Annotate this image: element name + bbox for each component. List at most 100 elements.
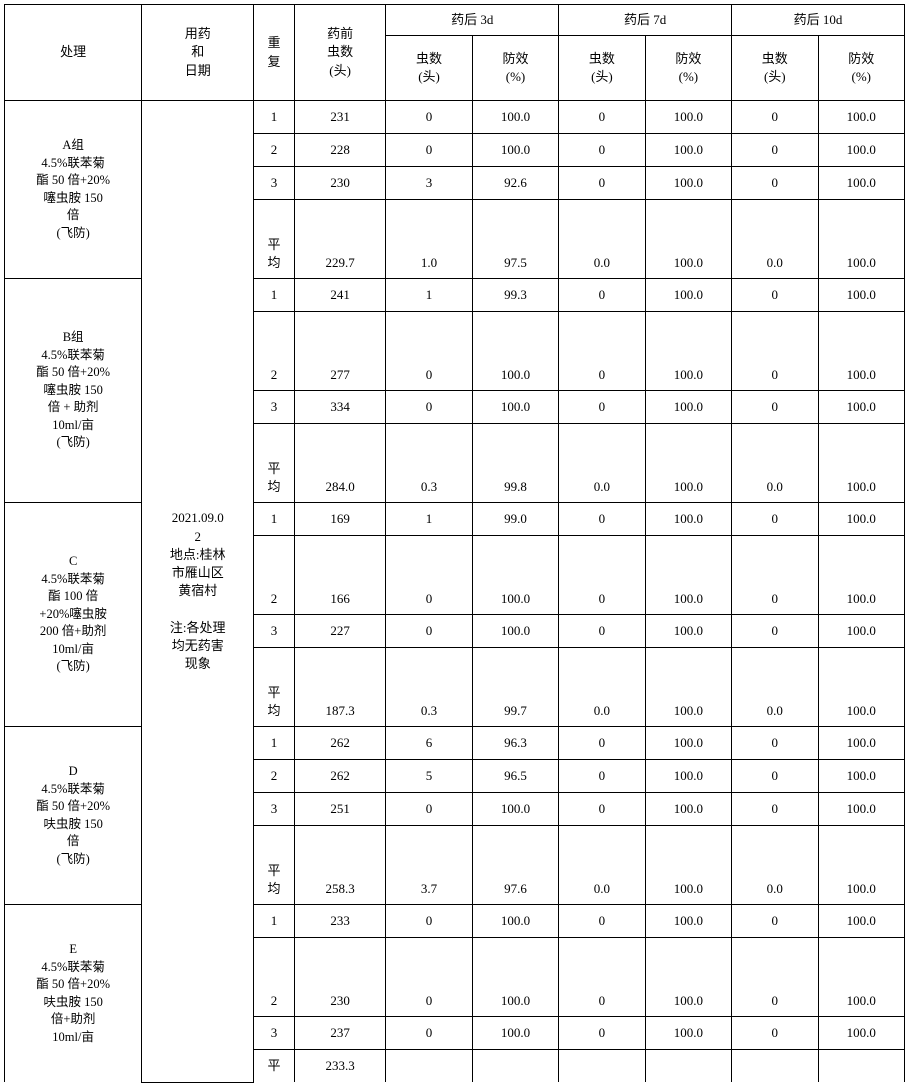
d3c-cell: 0: [386, 938, 472, 1017]
efficacy-table: 处理 用药和日期 重复 药前虫数(头) 药后 3d 药后 7d 药后 10d 虫…: [4, 4, 905, 1083]
d10c-cell: 0: [732, 391, 818, 424]
col-d3-eff: 防效(%): [472, 36, 558, 101]
d3c-cell: 3.7: [386, 826, 472, 905]
rep-cell: 2: [254, 312, 295, 391]
rep-cell: 3: [254, 1017, 295, 1050]
col-day10: 药后 10d: [732, 5, 905, 36]
avg-label: 平均: [254, 826, 295, 905]
rep-cell: 3: [254, 391, 295, 424]
pre-cell: 227: [294, 615, 386, 648]
rep-cell: 3: [254, 793, 295, 826]
d7c-cell: 0: [559, 503, 645, 536]
d3e-cell: 99.3: [472, 279, 558, 312]
pre-cell: 241: [294, 279, 386, 312]
d10c-cell: 0: [732, 615, 818, 648]
d10e-cell: 100.0: [818, 536, 904, 615]
d10c-cell: 0: [732, 503, 818, 536]
d10c-cell: 0.0: [732, 648, 818, 727]
d3c-cell: 0: [386, 615, 472, 648]
col-precount: 药前虫数(头): [294, 5, 386, 101]
d7e-cell: 100.0: [645, 760, 731, 793]
pre-cell: 277: [294, 312, 386, 391]
d10c-cell: 0: [732, 279, 818, 312]
d7e-cell: 100.0: [645, 648, 731, 727]
d7c-cell: 0.0: [559, 200, 645, 279]
info-cell: 2021.09.02地点:桂林市雁山区黄宿村 注:各处理均无药害现象: [142, 101, 254, 1083]
d10c-cell: [732, 1050, 818, 1083]
d7e-cell: 100.0: [645, 615, 731, 648]
pre-cell: 233: [294, 905, 386, 938]
d7c-cell: 0: [559, 167, 645, 200]
d10e-cell: 100.0: [818, 1017, 904, 1050]
d10c-cell: 0: [732, 1017, 818, 1050]
d7e-cell: 100.0: [645, 1017, 731, 1050]
pre-cell: 237: [294, 1017, 386, 1050]
d3e-cell: 97.5: [472, 200, 558, 279]
group-c-label: C4.5%联苯菊酯 100 倍+20%噻虫胺200 倍+助剂10ml/亩(飞防): [5, 503, 142, 727]
d3e-cell: 100.0: [472, 312, 558, 391]
d7e-cell: 100.0: [645, 503, 731, 536]
d3e-cell: 100.0: [472, 391, 558, 424]
d10e-cell: 100.0: [818, 727, 904, 760]
rep-cell: 2: [254, 938, 295, 1017]
d3e-cell: 100.0: [472, 615, 558, 648]
d3e-cell: 100.0: [472, 793, 558, 826]
d7e-cell: 100.0: [645, 391, 731, 424]
d3c-cell: 0: [386, 1017, 472, 1050]
d7e-cell: 100.0: [645, 536, 731, 615]
d10e-cell: 100.0: [818, 503, 904, 536]
d3c-cell: 5: [386, 760, 472, 793]
d7c-cell: 0.0: [559, 826, 645, 905]
pre-cell: 262: [294, 727, 386, 760]
pre-cell: 187.3: [294, 648, 386, 727]
col-d3-count: 虫数(头): [386, 36, 472, 101]
d3e-cell: [472, 1050, 558, 1083]
d3e-cell: 100.0: [472, 1017, 558, 1050]
d7e-cell: 100.0: [645, 793, 731, 826]
d7c-cell: 0: [559, 279, 645, 312]
d3e-cell: 99.8: [472, 424, 558, 503]
pre-cell: 258.3: [294, 826, 386, 905]
d7e-cell: 100.0: [645, 727, 731, 760]
d3e-cell: 99.0: [472, 503, 558, 536]
d10e-cell: 100.0: [818, 279, 904, 312]
pre-cell: 251: [294, 793, 386, 826]
d10e-cell: [818, 1050, 904, 1083]
col-d7-count: 虫数(头): [559, 36, 645, 101]
d3c-cell: 0: [386, 391, 472, 424]
table-row: D4.5%联苯菊酯 50 倍+20%呋虫胺 150倍(飞防) 1 262 6 9…: [5, 727, 905, 760]
d7e-cell: 100.0: [645, 279, 731, 312]
d10e-cell: 100.0: [818, 905, 904, 938]
rep-cell: 3: [254, 167, 295, 200]
pre-cell: 233.3: [294, 1050, 386, 1083]
avg-label-partial: 平: [254, 1050, 295, 1083]
d7e-cell: 100.0: [645, 424, 731, 503]
group-b-label: B组4.5%联苯菊酯 50 倍+20%噻虫胺 150倍 + 助剂10ml/亩(飞…: [5, 279, 142, 503]
d3c-cell: 0.3: [386, 648, 472, 727]
rep-cell: 2: [254, 134, 295, 167]
d3e-cell: 100.0: [472, 536, 558, 615]
col-d7-eff: 防效(%): [645, 36, 731, 101]
col-d10-eff: 防效(%): [818, 36, 904, 101]
d3c-cell: 1.0: [386, 200, 472, 279]
d7c-cell: 0.0: [559, 424, 645, 503]
d3e-cell: 96.3: [472, 727, 558, 760]
d3e-cell: 100.0: [472, 905, 558, 938]
d3c-cell: 0: [386, 134, 472, 167]
d7c-cell: 0: [559, 938, 645, 1017]
d3c-cell: 0: [386, 536, 472, 615]
rep-cell: 1: [254, 279, 295, 312]
col-repeat: 重复: [254, 5, 295, 101]
d10c-cell: 0: [732, 536, 818, 615]
rep-cell: 2: [254, 760, 295, 793]
d10c-cell: 0.0: [732, 826, 818, 905]
d7c-cell: 0: [559, 391, 645, 424]
rep-cell: 1: [254, 503, 295, 536]
d3e-cell: 100.0: [472, 938, 558, 1017]
d10e-cell: 100.0: [818, 615, 904, 648]
d7e-cell: [645, 1050, 731, 1083]
d10e-cell: 100.0: [818, 938, 904, 1017]
d3c-cell: 0: [386, 905, 472, 938]
d3c-cell: 0.3: [386, 424, 472, 503]
d3c-cell: 0: [386, 101, 472, 134]
